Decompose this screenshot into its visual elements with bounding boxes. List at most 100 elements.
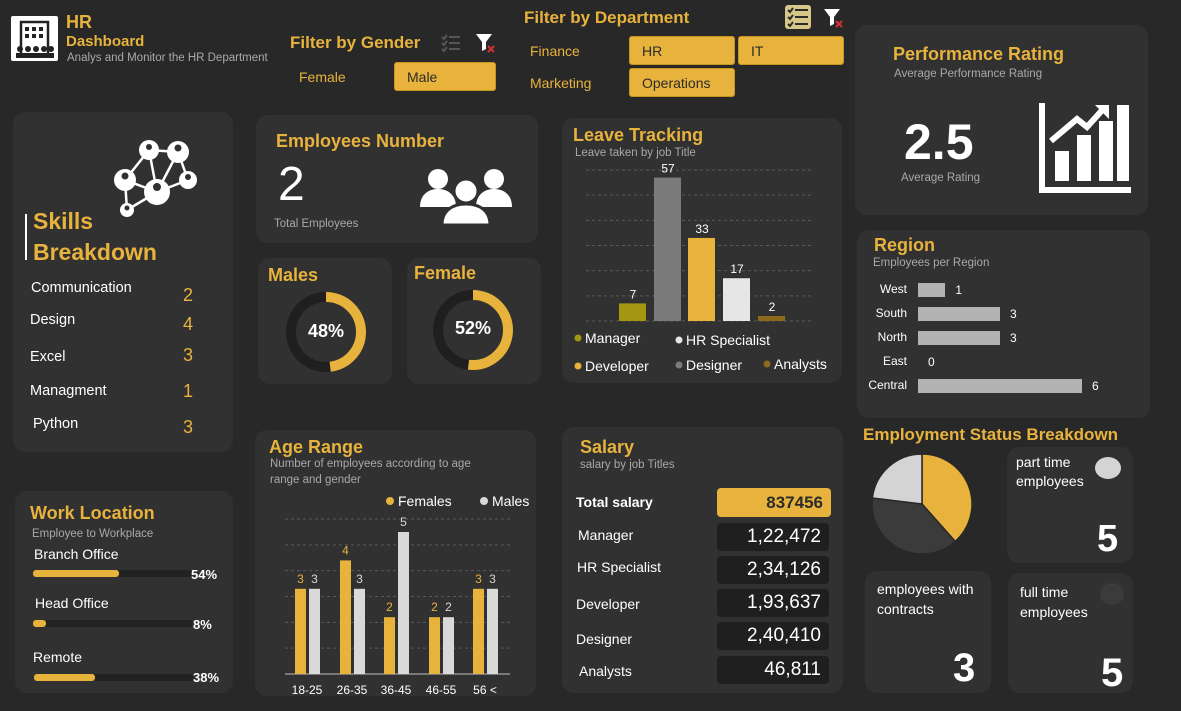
region-bar	[918, 379, 1082, 393]
region-bar	[918, 331, 1000, 345]
employees-caption: Total Employees	[274, 218, 359, 230]
leave-legend-label: HR Specialist	[686, 332, 770, 348]
part-time-value: 5	[1097, 518, 1119, 560]
age-data-label: 4	[342, 543, 349, 557]
age-subtitle-line2: range and gender	[270, 474, 361, 486]
skill-value: 2	[183, 285, 194, 305]
department-option-operations[interactable]: Operations	[629, 68, 735, 97]
female-percent: 52%	[454, 318, 492, 338]
skill-label: Design	[30, 312, 76, 328]
department-option-finance[interactable]: Finance	[530, 43, 580, 59]
age-data-label: 3	[297, 572, 304, 586]
salary-row-label: Manager	[578, 527, 634, 543]
salary-row-label: Developer	[576, 596, 640, 612]
skills-card: Skills Breakdown Communication 2 Design …	[13, 112, 233, 452]
age-data-label: 3	[475, 572, 482, 586]
leave-data-label: 57	[661, 162, 675, 176]
department-option-it[interactable]: IT	[738, 36, 844, 65]
leave-card: Leave Tracking Leave taken by job Title …	[562, 118, 842, 383]
salary-row-label: HR Specialist	[577, 559, 662, 575]
leave-bar	[688, 237, 715, 321]
work-location-label: Head Office	[35, 595, 109, 611]
work-location-bar	[33, 570, 193, 577]
performance-caption: Average Rating	[901, 172, 981, 184]
full-time-label: full time employees	[1020, 584, 1088, 620]
checklist-icon[interactable]	[785, 5, 811, 29]
gender-option-male[interactable]: Male	[394, 62, 496, 91]
department-option-hr[interactable]: HR	[629, 36, 735, 65]
age-bar-females	[429, 617, 440, 674]
age-bar-females	[384, 617, 395, 674]
leave-chart: 7 57 33 17 2 Manager HR Specialist Developer Des…	[574, 162, 827, 374]
toggle-dot[interactable]	[1100, 583, 1124, 605]
growth-chart-icon	[1039, 103, 1131, 193]
clear-filter-icon[interactable]	[822, 7, 844, 29]
leave-data-label: 7	[630, 287, 637, 301]
age-bar-males	[487, 588, 498, 674]
salary-row-value: 1,22,472	[717, 523, 829, 551]
work-location-subtitle: Employee to Workplace	[32, 528, 154, 540]
employment-pie	[871, 453, 973, 555]
app-tagline: Analys and Monitor the HR Department	[67, 52, 268, 64]
employees-title: Employees Number	[276, 131, 445, 151]
toggle-dot[interactable]	[1095, 457, 1121, 479]
work-location-percent: 38%	[193, 670, 220, 685]
age-legend-marker	[386, 497, 394, 505]
males-percent: 48%	[307, 321, 345, 341]
leave-legend-marker	[574, 362, 582, 370]
age-tick-label: 46-55	[426, 683, 457, 696]
performance-subtitle: Average Performance Rating	[894, 68, 1043, 80]
skill-label: Managment	[30, 383, 107, 399]
checklist-icon[interactable]	[440, 33, 462, 53]
age-data-label: 3	[489, 572, 496, 586]
female-donut	[433, 290, 513, 370]
employment-title: Employment Status Breakdown	[863, 425, 1119, 444]
work-location-label: Branch Office	[34, 546, 119, 562]
skill-label: Excel	[30, 349, 66, 365]
part-time-card: part time employees 5	[1007, 447, 1133, 563]
work-location-label: Remote	[33, 649, 83, 665]
skills-title-line1: Skills	[33, 208, 94, 234]
region-bar	[918, 283, 946, 297]
age-bar-females	[473, 588, 484, 674]
work-location-title: Work Location	[30, 503, 155, 523]
age-bar-males	[354, 588, 365, 674]
leave-legend-marker	[675, 336, 683, 344]
gender-option-female[interactable]: Female	[299, 69, 346, 85]
males-donut	[286, 292, 366, 372]
leave-title: Leave Tracking	[573, 125, 704, 145]
contracts-card: employees with contracts 3	[865, 571, 991, 693]
salary-row-value: 46,811	[717, 656, 829, 684]
salary-card: Salary salary by job Titles Total salary…	[562, 427, 843, 693]
region-axis-label: West	[879, 282, 907, 296]
leave-legend-marker	[763, 360, 771, 368]
skill-value: 3	[183, 345, 194, 365]
work-location-bar-fill	[33, 570, 120, 577]
contracts-value: 3	[953, 646, 976, 690]
salary-row-value: 2,34,126	[717, 556, 829, 584]
employees-count: 2	[278, 158, 305, 211]
salary-row-label: Designer	[576, 631, 633, 647]
salary-title: Salary	[580, 437, 635, 457]
males-card: Males 48%	[258, 258, 392, 384]
region-axis-label: South	[875, 306, 907, 320]
age-tick-label: 56 <	[473, 683, 497, 696]
work-location-card: Work Location Employee to Workplace Bran…	[15, 491, 233, 693]
age-bar-females	[295, 588, 306, 674]
department-option-marketing[interactable]: Marketing	[530, 75, 592, 91]
clear-filter-icon[interactable]	[474, 32, 496, 54]
age-title: Age Range	[269, 437, 364, 457]
skill-label: Communication	[31, 280, 132, 296]
region-subtitle: Employees per Region	[873, 257, 990, 269]
males-donut-arc	[286, 292, 366, 372]
leave-bar	[723, 278, 750, 321]
work-location-percent: 54%	[191, 567, 218, 582]
salary-subtitle: salary by job Titles	[580, 459, 675, 471]
age-bar-females	[340, 560, 351, 674]
age-data-label: 2	[431, 600, 438, 614]
age-bar-males	[443, 617, 454, 674]
network-people-icon	[114, 140, 197, 217]
work-location-bar	[33, 620, 193, 627]
department-filter-label: Filter by Department	[524, 8, 690, 27]
performance-title: Performance Rating	[893, 44, 1065, 64]
